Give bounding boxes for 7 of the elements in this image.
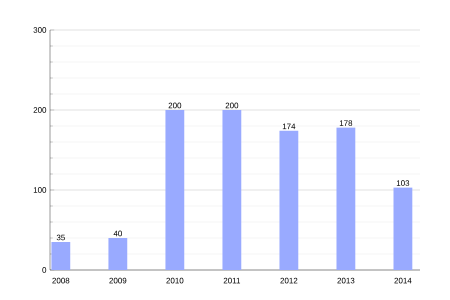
bar — [279, 130, 298, 270]
bar — [51, 242, 70, 270]
bar — [336, 128, 356, 270]
bar — [393, 188, 412, 270]
bar — [108, 238, 128, 270]
bar — [222, 110, 242, 270]
bar — [165, 110, 184, 270]
